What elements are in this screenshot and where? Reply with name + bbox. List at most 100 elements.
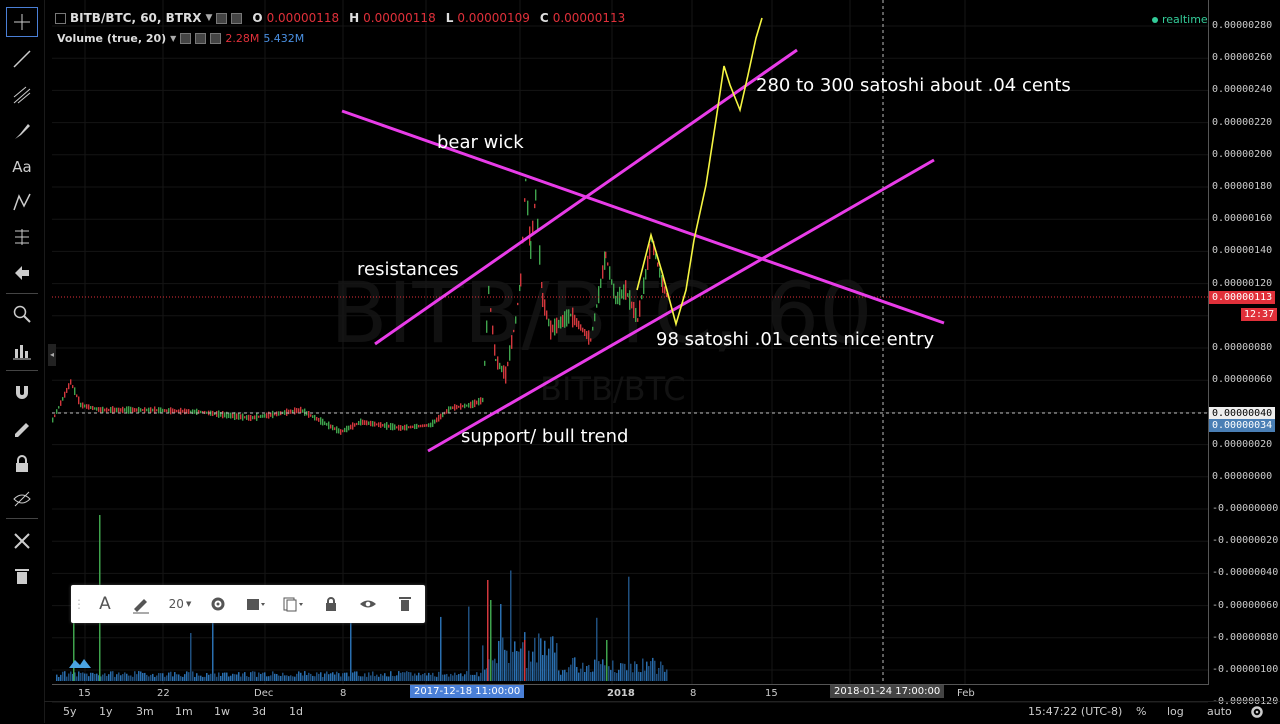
collapse-legend-icon[interactable]	[55, 12, 66, 24]
log-scale-button[interactable]: log	[1167, 705, 1184, 718]
volume-bar	[238, 672, 240, 681]
candle	[140, 408, 142, 412]
eye-icon[interactable]	[216, 12, 228, 24]
gear-icon[interactable]	[205, 591, 231, 617]
candle	[503, 365, 505, 379]
brush-icon[interactable]	[6, 116, 38, 146]
volume-bar	[564, 669, 566, 681]
drag-handle-icon[interactable]: ⋮	[73, 597, 85, 611]
trash-icon[interactable]	[393, 591, 417, 617]
volume-bar	[144, 672, 146, 681]
candle	[649, 243, 651, 260]
eye-off-icon[interactable]	[6, 484, 38, 514]
candle	[398, 424, 400, 431]
pitchfork-icon[interactable]	[6, 80, 38, 110]
pattern-icon[interactable]	[6, 187, 38, 217]
volume-bar	[288, 676, 290, 681]
range-button-3d[interactable]: 3d	[252, 705, 266, 718]
range-button-1m[interactable]: 1m	[175, 705, 193, 718]
lock-drawing-icon[interactable]	[6, 413, 38, 443]
visual-order-icon[interactable]	[239, 591, 271, 617]
settings-gear-icon[interactable]	[1250, 704, 1264, 723]
volume-bar	[296, 673, 298, 681]
candle	[246, 415, 248, 420]
volume-bar	[342, 673, 344, 681]
volume-title[interactable]: Volume (true, 20)	[57, 32, 167, 45]
range-button-1y[interactable]: 1y	[99, 705, 113, 718]
auto-scale-button[interactable]: auto	[1207, 705, 1232, 718]
annotation-bear-wick[interactable]: bear wick	[437, 132, 524, 153]
range-button-1d[interactable]: 1d	[289, 705, 303, 718]
eye-icon[interactable]	[180, 33, 192, 44]
measure-icon[interactable]	[6, 336, 38, 366]
volume-bar	[358, 675, 360, 681]
gear-icon[interactable]	[231, 12, 243, 24]
range-button-1w[interactable]: 1w	[214, 705, 230, 718]
annotation-resistances[interactable]: resistances	[357, 259, 459, 280]
candle	[641, 295, 643, 300]
symbol-title[interactable]: BITB/BTC, 60, BTRX	[70, 11, 202, 25]
volume-bar	[212, 607, 214, 681]
clone-icon[interactable]	[277, 591, 309, 617]
volume-bar	[444, 674, 446, 681]
collapse-sidebar-handle[interactable]: ◂	[48, 344, 56, 366]
candle	[134, 408, 136, 412]
magnet-icon[interactable]	[6, 377, 38, 407]
annotation-entry[interactable]: 98 satoshi .01 cents nice entry	[656, 329, 935, 350]
percent-scale-button[interactable]: %	[1136, 705, 1147, 718]
candle	[130, 406, 132, 414]
volume-bar	[206, 672, 208, 681]
arrow-left-icon[interactable]	[6, 258, 38, 288]
volume-bar	[592, 671, 594, 681]
chevron-down-icon[interactable]: ▼	[170, 34, 177, 43]
candle	[420, 424, 422, 428]
volume-bar	[586, 666, 588, 681]
tools-icon[interactable]	[6, 526, 38, 556]
volume-bar	[404, 672, 406, 681]
volume-bar	[202, 676, 204, 681]
prediction-icon[interactable]	[6, 222, 38, 252]
font-size-select[interactable]: 20 ▼	[165, 591, 195, 617]
candle	[613, 283, 615, 299]
candle	[524, 198, 526, 202]
trash-icon[interactable]	[6, 561, 38, 591]
eye-icon[interactable]	[355, 591, 381, 617]
line-color-icon[interactable]	[127, 591, 155, 617]
candle	[296, 408, 298, 414]
time-axis[interactable]	[52, 684, 1208, 701]
volume-bar	[162, 673, 164, 681]
chevron-down-icon[interactable]: ▼	[205, 13, 213, 23]
text-icon[interactable]: Aa	[12, 158, 32, 176]
range-button-3m[interactable]: 3m	[136, 705, 154, 718]
annotation-support[interactable]: support/ bull trend	[461, 426, 629, 447]
volume-bar	[660, 661, 662, 681]
close-icon[interactable]	[210, 33, 222, 44]
clock-readout[interactable]: 15:47:22 (UTC-8)	[1028, 705, 1123, 718]
candle	[472, 400, 474, 409]
lock-icon[interactable]	[319, 591, 343, 617]
annotation-target[interactable]: 280 to 300 satoshi about .04 cents	[756, 75, 1071, 96]
candle	[494, 344, 496, 356]
crosshair-icon[interactable]	[6, 7, 38, 37]
zoom-icon[interactable]	[6, 299, 38, 329]
volume-bar	[100, 676, 102, 681]
candle	[507, 361, 509, 367]
candle	[78, 396, 80, 405]
volume-bar	[548, 648, 550, 681]
price-axis[interactable]	[1208, 0, 1280, 685]
text-color-icon[interactable]: A	[99, 594, 111, 614]
grid	[52, 0, 1208, 703]
gear-icon[interactable]	[195, 33, 207, 44]
price-tick-label: 0.00000160	[1212, 213, 1273, 225]
candle	[98, 407, 100, 412]
range-button-5y[interactable]: 5y	[63, 705, 77, 718]
lock-icon[interactable]	[6, 449, 38, 479]
price-tick-label: 0.00000120	[1212, 277, 1273, 289]
candle	[154, 406, 156, 414]
trend-line-icon[interactable]	[6, 44, 38, 74]
candle	[188, 409, 190, 414]
drawing-tools-sidebar: Aa	[0, 0, 45, 723]
candle	[102, 406, 104, 414]
candle	[600, 278, 602, 288]
